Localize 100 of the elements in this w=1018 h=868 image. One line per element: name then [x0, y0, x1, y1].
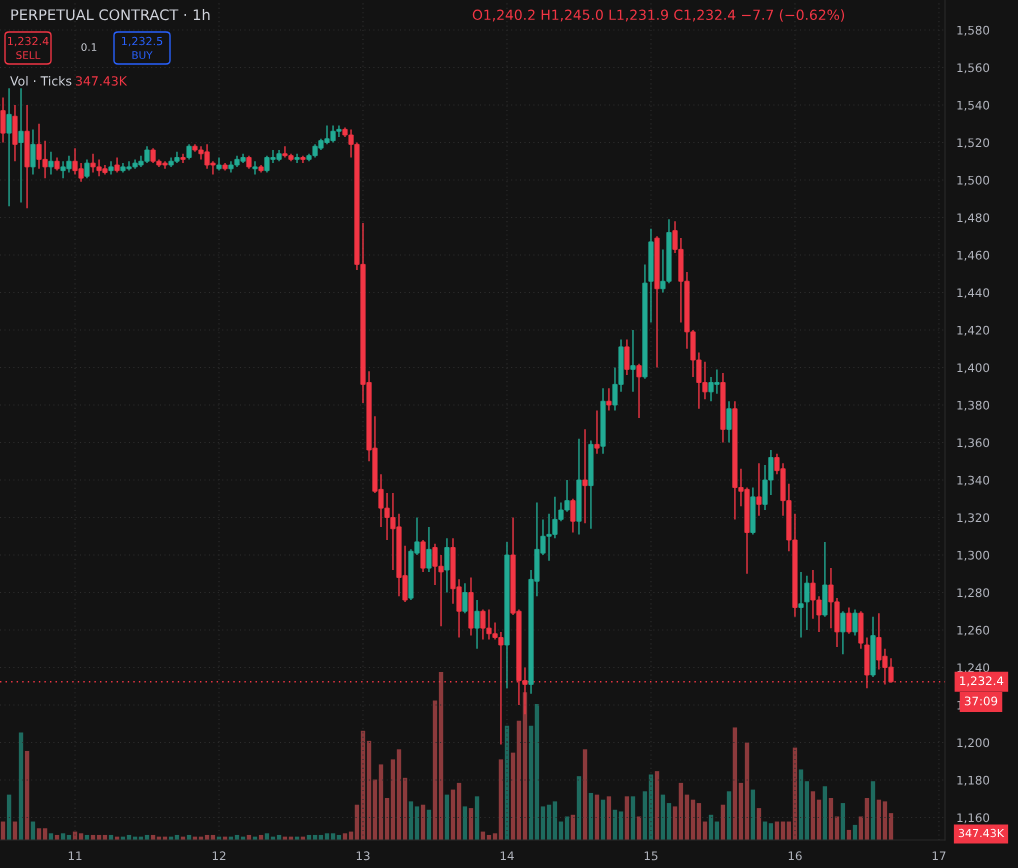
y-tick-label: 1,200 [957, 738, 990, 749]
bar [810, 791, 816, 840]
bar [462, 806, 468, 840]
bar [882, 801, 888, 840]
bar [432, 700, 438, 840]
annotation: Vol · Ticks [10, 75, 72, 86]
bar [366, 740, 372, 840]
candlestick [852, 608, 858, 637]
bar [864, 798, 870, 840]
y-tick-label: 1,500 [957, 175, 990, 186]
y-tick-label: 1,360 [957, 438, 990, 449]
bar [828, 798, 834, 840]
candlestick [798, 571, 804, 639]
x-tick-label: 13 [356, 851, 370, 861]
bar [630, 796, 636, 840]
y-tick-label: 1,540 [957, 100, 990, 111]
y-tick-label: 1,560 [957, 63, 990, 74]
y-tick-label: 1,480 [957, 213, 990, 224]
y-tick-label: 1,420 [957, 325, 990, 336]
candlestick [18, 87, 24, 204]
bar [456, 782, 462, 840]
candlestick [726, 400, 732, 444]
annotation: 1,232.4 [8, 36, 49, 47]
bar [384, 798, 390, 840]
bar [654, 771, 660, 840]
candlestick [606, 387, 612, 412]
bar [582, 749, 588, 840]
bar [414, 806, 420, 840]
candlestick [804, 574, 810, 631]
candlestick [594, 409, 600, 455]
bar [534, 703, 540, 840]
candlestick [30, 128, 36, 176]
annotation: 0.1 [81, 43, 97, 52]
bar [6, 794, 12, 840]
candlestick [846, 606, 852, 635]
bar [642, 791, 648, 840]
x-tick-label: 17 [932, 851, 946, 861]
y-tick-label: 1,240 [957, 663, 990, 674]
y-tick-label: 1,340 [957, 475, 990, 486]
bar [474, 796, 480, 840]
candlestick [294, 153, 300, 164]
bar [888, 813, 894, 840]
bar [588, 792, 594, 840]
bar [624, 796, 630, 840]
candlestick [582, 428, 588, 524]
annotation: 1,232.5 [122, 36, 163, 47]
y-tick-label: 1,300 [957, 550, 990, 561]
bar [552, 801, 558, 840]
candlestick [570, 498, 576, 534]
text: PERPETUAL CONTRACT · 1h [11, 8, 210, 21]
candlestick [48, 151, 54, 176]
bar [372, 779, 378, 840]
candlestick [252, 160, 258, 176]
bar [732, 727, 738, 840]
bar [678, 782, 684, 840]
y-tick-label: 1,280 [957, 588, 990, 599]
x-tick-label: 12 [212, 851, 226, 861]
y-tick-label: 1,400 [957, 363, 990, 374]
candlestick [474, 599, 480, 650]
candlestick [180, 153, 186, 164]
candlestick [756, 462, 762, 517]
ref-line-label: 1,232.4 [960, 676, 1004, 687]
bar [18, 732, 24, 840]
bar [576, 776, 582, 840]
bar [726, 791, 732, 840]
y-tick-label: 1,520 [957, 138, 990, 149]
candlestick [630, 329, 636, 393]
bar [498, 759, 504, 840]
y-tick-label: 1,460 [957, 250, 990, 261]
bar [606, 796, 612, 840]
bar [870, 781, 876, 840]
candlestick [0, 96, 6, 144]
y-tick-label: 1,260 [957, 625, 990, 636]
text: 347.43K [958, 828, 1005, 838]
bar [390, 759, 396, 840]
annotation: 347.43K [75, 76, 128, 86]
candlestick [84, 158, 90, 179]
bar [822, 786, 828, 840]
candlestick [636, 363, 642, 419]
candlestick [444, 537, 450, 594]
bar [528, 725, 534, 840]
annotation: O1,240.2 H1,245.0 L1,231.9 C1,232.4 −7.7 (−0.62%) [472, 9, 845, 22]
y-tick-label: 1,440 [957, 288, 990, 299]
bar [744, 742, 750, 840]
y-tick-label: 1,380 [957, 400, 990, 411]
bar [540, 806, 546, 840]
y-tick-label: 1,160 [957, 813, 990, 824]
x-tick-label: 15 [644, 851, 658, 861]
x-tick-label: 14 [500, 851, 514, 861]
bar [738, 782, 744, 840]
bar [672, 806, 678, 840]
x-tick-label: 11 [68, 851, 82, 861]
y-tick-label: 1,320 [957, 513, 990, 524]
y-tick-label: 1,180 [957, 775, 990, 786]
bar [618, 811, 624, 840]
bar [696, 803, 702, 840]
bar [840, 803, 846, 840]
candlestick [6, 87, 12, 207]
candlestick [624, 338, 630, 376]
bar [408, 801, 414, 840]
